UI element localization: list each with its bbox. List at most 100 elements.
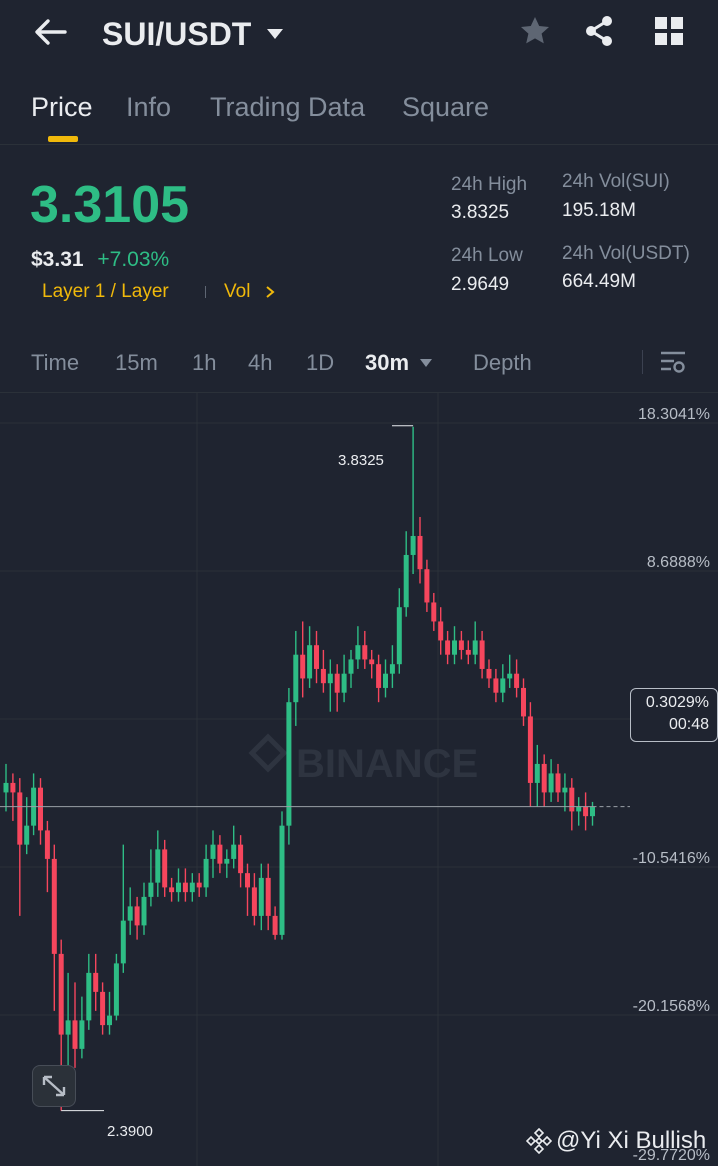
candle <box>590 801 595 826</box>
candle <box>507 654 513 688</box>
interval-bar: Time 15m 1h 4h 1D 30m Depth <box>0 330 718 393</box>
interval-30m-label: 30m <box>365 350 410 375</box>
high-label: 24h High <box>451 174 528 195</box>
candle <box>458 630 464 660</box>
candle <box>334 664 340 712</box>
candle <box>465 640 471 665</box>
tab-price[interactable]: Price <box>31 92 93 122</box>
candle <box>127 887 133 935</box>
candlestick-chart[interactable]: BINANCE 18.3041% 8.6888% -10.5416% -20.1… <box>0 393 718 1166</box>
low-value: 2.9649 <box>451 274 510 295</box>
pair-selector[interactable]: SUI/USDT <box>102 14 285 54</box>
candle <box>362 630 368 669</box>
candle <box>196 873 202 897</box>
candle <box>65 972 71 1068</box>
candle <box>576 797 582 826</box>
candle <box>148 849 154 907</box>
grid-menu-icon[interactable] <box>655 17 683 45</box>
price-change: +7.03% <box>97 248 170 271</box>
current-price-box: 0.3029% 00:48 <box>630 688 718 742</box>
candle <box>86 953 92 1030</box>
candle <box>120 844 126 973</box>
candle <box>72 982 78 1068</box>
candle <box>113 953 119 1021</box>
candle <box>258 863 264 931</box>
candle <box>238 835 244 888</box>
candle <box>44 820 50 893</box>
main-tabs: Price Info Trading Data Square <box>0 72 718 145</box>
candle <box>541 754 547 807</box>
candle <box>438 607 444 655</box>
candle <box>307 626 313 688</box>
tag-divider <box>205 286 206 298</box>
back-arrow-icon[interactable] <box>32 16 68 48</box>
candle <box>182 868 188 902</box>
candle <box>569 778 575 831</box>
candle <box>424 559 430 612</box>
axis-label: -10.5416% <box>632 850 710 867</box>
interval-depth[interactable]: Depth <box>473 350 532 375</box>
chart-canvas[interactable]: BINANCE <box>0 393 718 1166</box>
credit-watermark: @Yi Xi Bullish <box>526 1127 706 1155</box>
low-label: 24h Low <box>451 245 523 266</box>
candle <box>314 630 319 684</box>
candle <box>514 659 520 698</box>
tab-square[interactable]: Square <box>402 92 490 122</box>
axis-label: -20.1568% <box>632 998 710 1015</box>
binance-logo-icon <box>526 1128 552 1154</box>
category-tag[interactable]: Layer 1 / Layer <box>42 281 169 303</box>
candle <box>534 744 540 807</box>
candle <box>10 773 16 821</box>
interval-1d[interactable]: 1D <box>306 350 335 375</box>
candle <box>300 621 306 698</box>
axis-label: 8.6888% <box>646 554 710 571</box>
candle <box>93 953 99 1011</box>
interval-time[interactable]: Time <box>31 350 80 375</box>
current-pct: 0.3029% <box>645 694 709 711</box>
category-tag-label: Layer 1 / Layer <box>42 281 169 302</box>
pair-title: SUI/USDT <box>102 15 252 52</box>
candle <box>583 792 589 831</box>
caret-down-icon <box>420 359 433 367</box>
candle <box>369 649 375 679</box>
top-bar: SUI/USDT <box>0 0 718 68</box>
last-price: 3.3105 <box>30 176 190 234</box>
interval-15m[interactable]: 15m <box>115 350 158 375</box>
candle <box>486 659 492 688</box>
star-icon[interactable] <box>519 15 551 47</box>
credit-text: @Yi Xi Bullish <box>556 1127 707 1154</box>
candle <box>389 645 395 688</box>
expand-icon <box>42 1075 66 1097</box>
price-sub: $3.31 +7.03% <box>31 248 169 272</box>
axis-label: 18.3041% <box>637 406 710 423</box>
share-icon[interactable] <box>583 15 615 47</box>
candle <box>24 797 30 855</box>
vol-link[interactable]: Vol <box>224 281 276 303</box>
interval-4h[interactable]: 4h <box>248 350 273 375</box>
candle <box>51 844 57 1011</box>
candle <box>417 516 423 584</box>
usd-price: $3.31 <box>31 248 84 271</box>
candle <box>286 687 292 845</box>
interval-1h[interactable]: 1h <box>192 350 217 375</box>
interval-30m[interactable]: 30m <box>365 350 433 376</box>
candle <box>162 839 168 897</box>
tab-info[interactable]: Info <box>126 92 172 122</box>
candle <box>245 863 250 916</box>
candle <box>445 630 451 665</box>
candle <box>155 830 161 897</box>
candle <box>217 835 223 874</box>
candle <box>251 873 257 926</box>
countdown: 00:48 <box>668 716 709 733</box>
candle <box>410 426 416 574</box>
tab-trading-data[interactable]: Trading Data <box>210 92 366 122</box>
chart-settings-icon[interactable] <box>660 350 686 374</box>
candle <box>383 659 388 698</box>
candle <box>431 592 437 631</box>
candle <box>376 654 382 703</box>
candle <box>396 588 402 674</box>
vol-sui-label: 24h Vol(SUI) <box>562 171 670 192</box>
candle <box>224 849 230 878</box>
candle <box>527 702 533 807</box>
fullscreen-button[interactable] <box>32 1065 76 1107</box>
